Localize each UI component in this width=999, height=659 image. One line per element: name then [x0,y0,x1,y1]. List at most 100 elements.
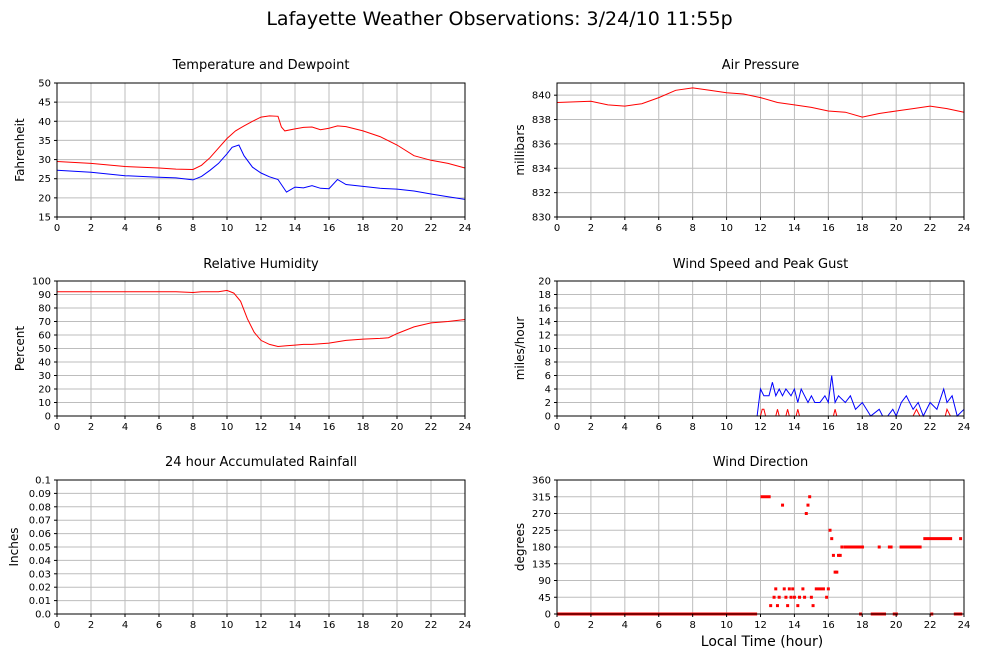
x-tick-label: 0 [54,223,60,234]
x-tick-label: 18 [856,422,869,433]
direction-point [804,512,808,515]
y-tick-label: 0.09 [29,489,51,500]
direction-point [774,587,778,591]
direction-point [838,553,842,557]
x-tick-label: 2 [88,620,94,631]
y-tick-label: 45 [538,593,551,604]
y-axis-label: Percent [13,326,27,371]
y-tick-label: 836 [532,139,551,150]
y-tick-label: 2 [545,398,551,409]
x-tick-label: 4 [122,422,128,433]
direction-point [808,495,812,499]
y-tick-label: 180 [532,543,551,554]
x-tick-label: 2 [588,422,594,433]
direction-point [887,545,891,549]
x-tick-label: 6 [156,620,162,631]
x-tick-label: 24 [958,620,971,631]
x-tick-label: 10 [720,620,733,631]
y-tick-label: 40 [38,117,51,128]
x-tick-label: 22 [924,422,937,433]
x-tick-label: 2 [88,422,94,433]
y-axis-label: degrees [513,523,527,571]
direction-point [830,537,834,541]
x-tick-label: 14 [289,223,302,234]
x-tick-label: 16 [822,620,835,631]
x-tick-label: 10 [720,422,733,433]
direction-point [806,503,810,507]
x-tick-label: 8 [689,620,695,631]
y-tick-label: 40 [38,358,51,369]
y-tick-label: 0.0 [35,610,51,621]
x-tick-label: 0 [554,620,560,631]
y-tick-label: 0 [45,412,51,423]
direction-point [877,545,881,549]
y-tick-label: 0 [545,412,551,423]
x-tick-label: 22 [425,223,438,234]
series-line-1 [56,115,466,171]
y-tick-label: 90 [38,290,51,301]
y-tick-label: 50 [38,79,51,90]
direction-point [837,553,841,557]
x-tick-label: 4 [622,223,628,234]
x-tick-label: 12 [255,422,268,433]
y-tick-label: 6 [545,371,551,382]
x-tick-label: 8 [689,422,695,433]
x-tick-label: 12 [754,620,767,631]
x-tick-label: 18 [357,223,370,234]
x-tick-label: 12 [754,422,767,433]
x-tick-label: 24 [958,422,971,433]
x-tick-label: 22 [924,620,937,631]
page-title: Lafayette Weather Observations: 3/24/10 … [266,8,733,30]
direction-point [798,595,802,599]
direction-point [781,503,785,507]
chart-title: Relative Humidity [203,257,319,272]
x-tick-label: 14 [289,422,302,433]
direction-point [769,604,773,608]
series-line-1 [557,375,965,418]
x-tick-label: 0 [54,620,60,631]
x-tick-label: 8 [190,223,196,234]
direction-point [789,595,793,599]
y-axis-label: Inches [7,528,21,567]
x-tick-label: 2 [588,223,594,234]
x-tick-label: 8 [190,620,196,631]
x-tick-label: 20 [391,422,404,433]
y-tick-label: 838 [532,115,551,126]
direction-point [775,604,779,608]
y-tick-label: 12 [538,331,551,342]
x-tick-label: 6 [156,422,162,433]
y-tick-label: 30 [38,155,51,166]
y-tick-label: 270 [532,509,551,520]
chart-direction: 0 2 4 6 8 10 12 14 16 18 20 22 240459013518022527031… [513,455,970,631]
y-tick-label: 20 [538,277,551,288]
y-axis-label: miles/hour [513,317,527,381]
series-line-2 [56,144,466,200]
direction-point [803,595,807,599]
y-tick-label: 0.03 [29,569,51,580]
y-tick-label: 30 [38,371,51,382]
y-tick-label: 35 [38,136,51,147]
y-tick-label: 45 [38,98,51,109]
x-tick-label: 12 [754,223,767,234]
x-tick-label: 6 [656,223,662,234]
y-tick-label: 832 [532,188,551,199]
y-tick-label: 16 [538,304,551,315]
x-tick-label: 20 [890,620,903,631]
y-tick-label: 0.01 [29,596,51,607]
direction-point [959,537,963,541]
x-tick-label: 10 [221,620,234,631]
y-tick-label: 50 [38,344,51,355]
direction-point [828,528,832,532]
y-tick-label: 0.02 [29,583,51,594]
y-tick-label: 360 [532,476,551,487]
y-tick-label: 0.05 [29,543,51,554]
direction-point [825,595,829,599]
x-tick-label: 24 [459,422,472,433]
chart-title: Wind Speed and Peak Gust [673,257,848,272]
direction-point [831,553,835,557]
x-tick-label: 12 [255,620,268,631]
y-tick-label: 90 [538,576,551,587]
y-tick-label: 20 [38,385,51,396]
x-tick-label: 2 [88,223,94,234]
